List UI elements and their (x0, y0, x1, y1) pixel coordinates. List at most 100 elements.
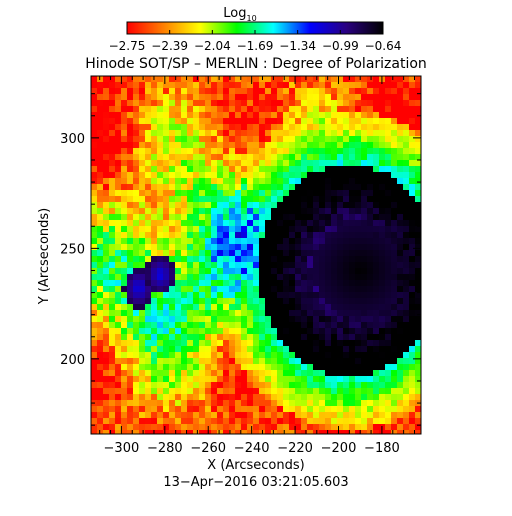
heatmap-cell (127, 154, 133, 160)
heatmap-cell (283, 124, 289, 130)
heatmap-cell (133, 76, 139, 82)
heatmap-cell (253, 292, 259, 298)
heatmap-cell (385, 310, 391, 316)
heatmap-cell (133, 358, 139, 364)
heatmap-cell (409, 418, 415, 424)
heatmap-cell (289, 190, 295, 196)
heatmap-cell (301, 214, 307, 220)
heatmap-cell (325, 328, 331, 334)
heatmap-cell (403, 388, 409, 394)
heatmap-cell (391, 124, 397, 130)
heatmap-cell (319, 208, 325, 214)
heatmap-cell (367, 184, 373, 190)
heatmap-cell (337, 370, 343, 376)
heatmap-cell (205, 166, 211, 172)
heatmap-cell (271, 322, 277, 328)
heatmap-cell (361, 280, 367, 286)
heatmap-cell (157, 292, 163, 298)
heatmap-cell (295, 184, 301, 190)
heatmap-cell (127, 190, 133, 196)
heatmap-cell (211, 256, 217, 262)
heatmap-cell (103, 238, 109, 244)
heatmap-cell (373, 226, 379, 232)
heatmap-cell (223, 142, 229, 148)
heatmap-cell (139, 334, 145, 340)
heatmap-cell (235, 112, 241, 118)
heatmap-cell (193, 130, 199, 136)
heatmap-cell (415, 364, 421, 370)
heatmap-cell (235, 262, 241, 268)
heatmap-cell (229, 322, 235, 328)
heatmap-cell (391, 268, 397, 274)
heatmap-cell (265, 268, 271, 274)
heatmap-cell (355, 412, 361, 418)
heatmap-cell (217, 340, 223, 346)
heatmap-cell (355, 346, 361, 352)
heatmap-cell (367, 178, 373, 184)
heatmap-cell (151, 202, 157, 208)
heatmap-cell (241, 394, 247, 400)
heatmap-cell (127, 262, 133, 268)
heatmap-cell (349, 88, 355, 94)
heatmap-cell (307, 334, 313, 340)
heatmap-cell (193, 424, 199, 430)
heatmap-cell (361, 142, 367, 148)
heatmap-cell (211, 208, 217, 214)
heatmap-cell (211, 298, 217, 304)
heatmap-cell (373, 184, 379, 190)
heatmap-cell (181, 202, 187, 208)
heatmap-cell (319, 262, 325, 268)
heatmap-cell (397, 286, 403, 292)
heatmap-cell (127, 340, 133, 346)
heatmap-cell (109, 346, 115, 352)
heatmap-cell (181, 190, 187, 196)
heatmap-cell (403, 214, 409, 220)
heatmap-cell (175, 430, 181, 434)
heatmap-cell (277, 286, 283, 292)
heatmap-cell (163, 148, 169, 154)
heatmap-cell (115, 406, 121, 412)
heatmap-cell (361, 292, 367, 298)
heatmap-cell (307, 76, 313, 82)
heatmap-cell (235, 202, 241, 208)
heatmap-cell (151, 394, 157, 400)
heatmap-cell (151, 160, 157, 166)
heatmap-cell (367, 202, 373, 208)
heatmap-cell (247, 316, 253, 322)
heatmap-cell (151, 280, 157, 286)
heatmap-cell (193, 370, 199, 376)
heatmap-cell (367, 358, 373, 364)
heatmap-cell (265, 88, 271, 94)
heatmap-cell (151, 196, 157, 202)
heatmap-cell (223, 340, 229, 346)
heatmap-cell (307, 124, 313, 130)
heatmap-cell (355, 118, 361, 124)
heatmap-cell (409, 166, 415, 172)
heatmap-cell (139, 130, 145, 136)
heatmap-cell (319, 382, 325, 388)
heatmap-cell (295, 262, 301, 268)
heatmap-cell (91, 352, 97, 358)
heatmap-cell (361, 220, 367, 226)
heatmap-cell (361, 106, 367, 112)
heatmap-cell (331, 406, 337, 412)
heatmap-cell (367, 244, 373, 250)
heatmap-cell (187, 130, 193, 136)
heatmap-cell (115, 394, 121, 400)
heatmap-cell (289, 106, 295, 112)
heatmap-cell (403, 376, 409, 382)
heatmap-cell (235, 232, 241, 238)
heatmap-cell (247, 358, 253, 364)
heatmap-cell (391, 424, 397, 430)
heatmap-cell (217, 190, 223, 196)
heatmap-cell (235, 220, 241, 226)
heatmap-cell (391, 394, 397, 400)
heatmap-cell (307, 142, 313, 148)
heatmap-cell (349, 400, 355, 406)
heatmap-cell (367, 148, 373, 154)
heatmap-cell (163, 208, 169, 214)
heatmap-cell (313, 304, 319, 310)
heatmap-cell (259, 190, 265, 196)
heatmap-cell (403, 352, 409, 358)
heatmap-cell (199, 382, 205, 388)
